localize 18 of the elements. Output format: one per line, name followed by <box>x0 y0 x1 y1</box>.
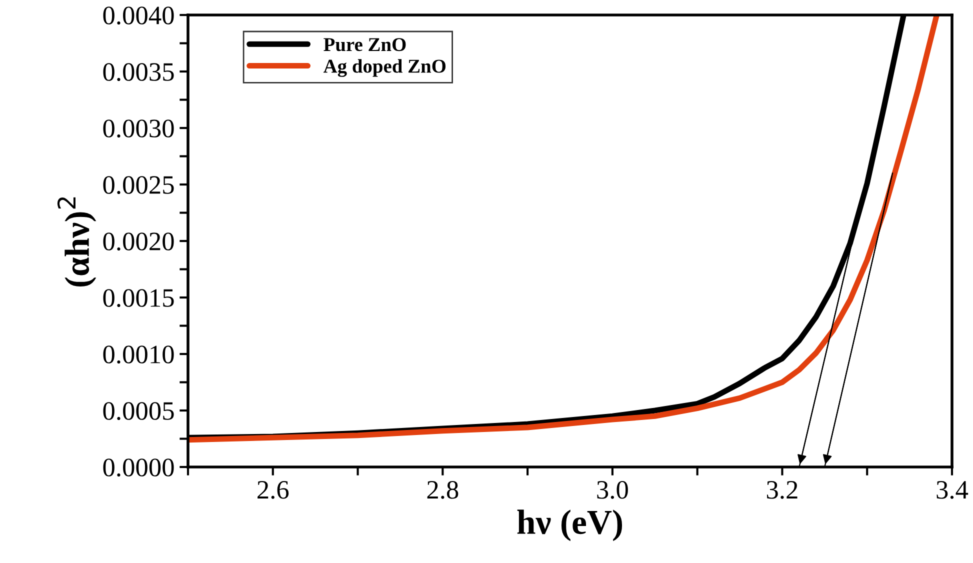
legend-label: Pure ZnO <box>324 38 406 52</box>
x-tick-label: 2.8 <box>427 480 458 499</box>
y-tick-label: 0.0030 <box>103 120 174 138</box>
y-tick-label: 0.0025 <box>103 176 174 194</box>
x-tick-label: 2.6 <box>258 481 289 499</box>
y-tick-label: 0.0020 <box>103 232 174 251</box>
x-tick-label: 3.4 <box>936 481 968 499</box>
y-tick-label: 0.0005 <box>103 402 174 420</box>
y-tick-label: 0.0035 <box>103 63 174 82</box>
x-tick-label: 3.2 <box>766 481 798 499</box>
y-axis-title: (αhν)$^{2}$ <box>57 197 96 287</box>
y-tick-label: 0.0015 <box>103 289 174 308</box>
legend-label: Ag doped ZnO <box>323 59 446 77</box>
y-tick-label: 0.0040 <box>103 6 174 25</box>
y-tick-label: 0.0000 <box>103 458 174 477</box>
x-tick-label: 3.0 <box>597 480 628 499</box>
x-axis-title: hν (eV) <box>517 510 622 542</box>
y-tick-label: 0.0010 <box>103 346 174 364</box>
